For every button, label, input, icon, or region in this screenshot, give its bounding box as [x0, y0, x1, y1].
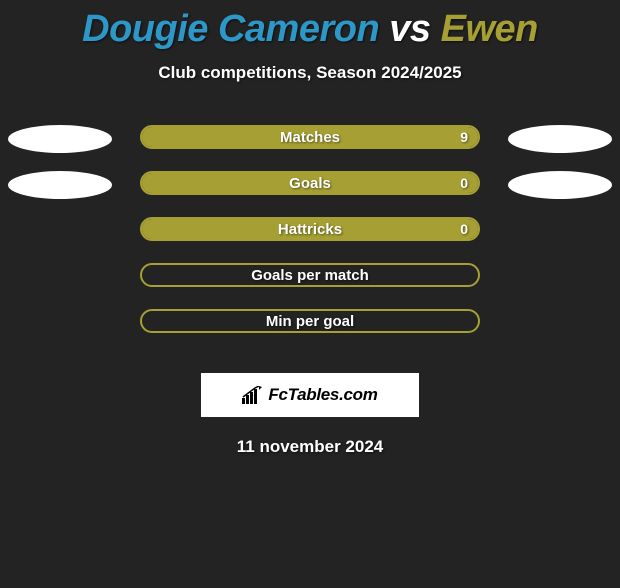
- stat-bar: Min per goal: [140, 309, 480, 333]
- right-marker: [508, 171, 612, 199]
- left-marker: [8, 125, 112, 153]
- stat-bar: Goals per match: [140, 263, 480, 287]
- chart-icon: [242, 386, 264, 404]
- right-marker: [508, 125, 612, 153]
- player2-name: Ewen: [441, 8, 538, 50]
- player1-name: Dougie Cameron: [82, 8, 379, 50]
- subtitle: Club competitions, Season 2024/2025: [0, 63, 620, 83]
- left-marker: [8, 171, 112, 199]
- stat-label: Goals per match: [142, 265, 478, 285]
- stat-row-goals-per-match: Goals per match: [0, 263, 620, 309]
- stat-value-right: 0: [460, 173, 468, 193]
- stat-value-right: 9: [460, 127, 468, 147]
- stat-label: Goals: [142, 173, 478, 193]
- vs-text: vs: [389, 8, 430, 50]
- stat-row-hattricks: Hattricks 0: [0, 217, 620, 263]
- stat-row-matches: Matches 9: [0, 125, 620, 171]
- stat-label: Min per goal: [142, 311, 478, 331]
- date: 11 november 2024: [0, 437, 620, 457]
- logo: FcTables.com: [201, 373, 419, 417]
- logo-text: FcTables.com: [268, 385, 377, 405]
- stat-bar: Goals 0: [140, 171, 480, 195]
- stat-row-goals: Goals 0: [0, 171, 620, 217]
- stats-container: Matches 9 Goals 0 Hattricks 0 Goals per …: [0, 125, 620, 355]
- stat-value-right: 0: [460, 219, 468, 239]
- stat-label: Matches: [142, 127, 478, 147]
- comparison-title: Dougie Cameron vs Ewen: [0, 8, 620, 51]
- stat-bar: Hattricks 0: [140, 217, 480, 241]
- stat-bar: Matches 9: [140, 125, 480, 149]
- stat-label: Hattricks: [142, 219, 478, 239]
- stat-row-min-per-goal: Min per goal: [0, 309, 620, 355]
